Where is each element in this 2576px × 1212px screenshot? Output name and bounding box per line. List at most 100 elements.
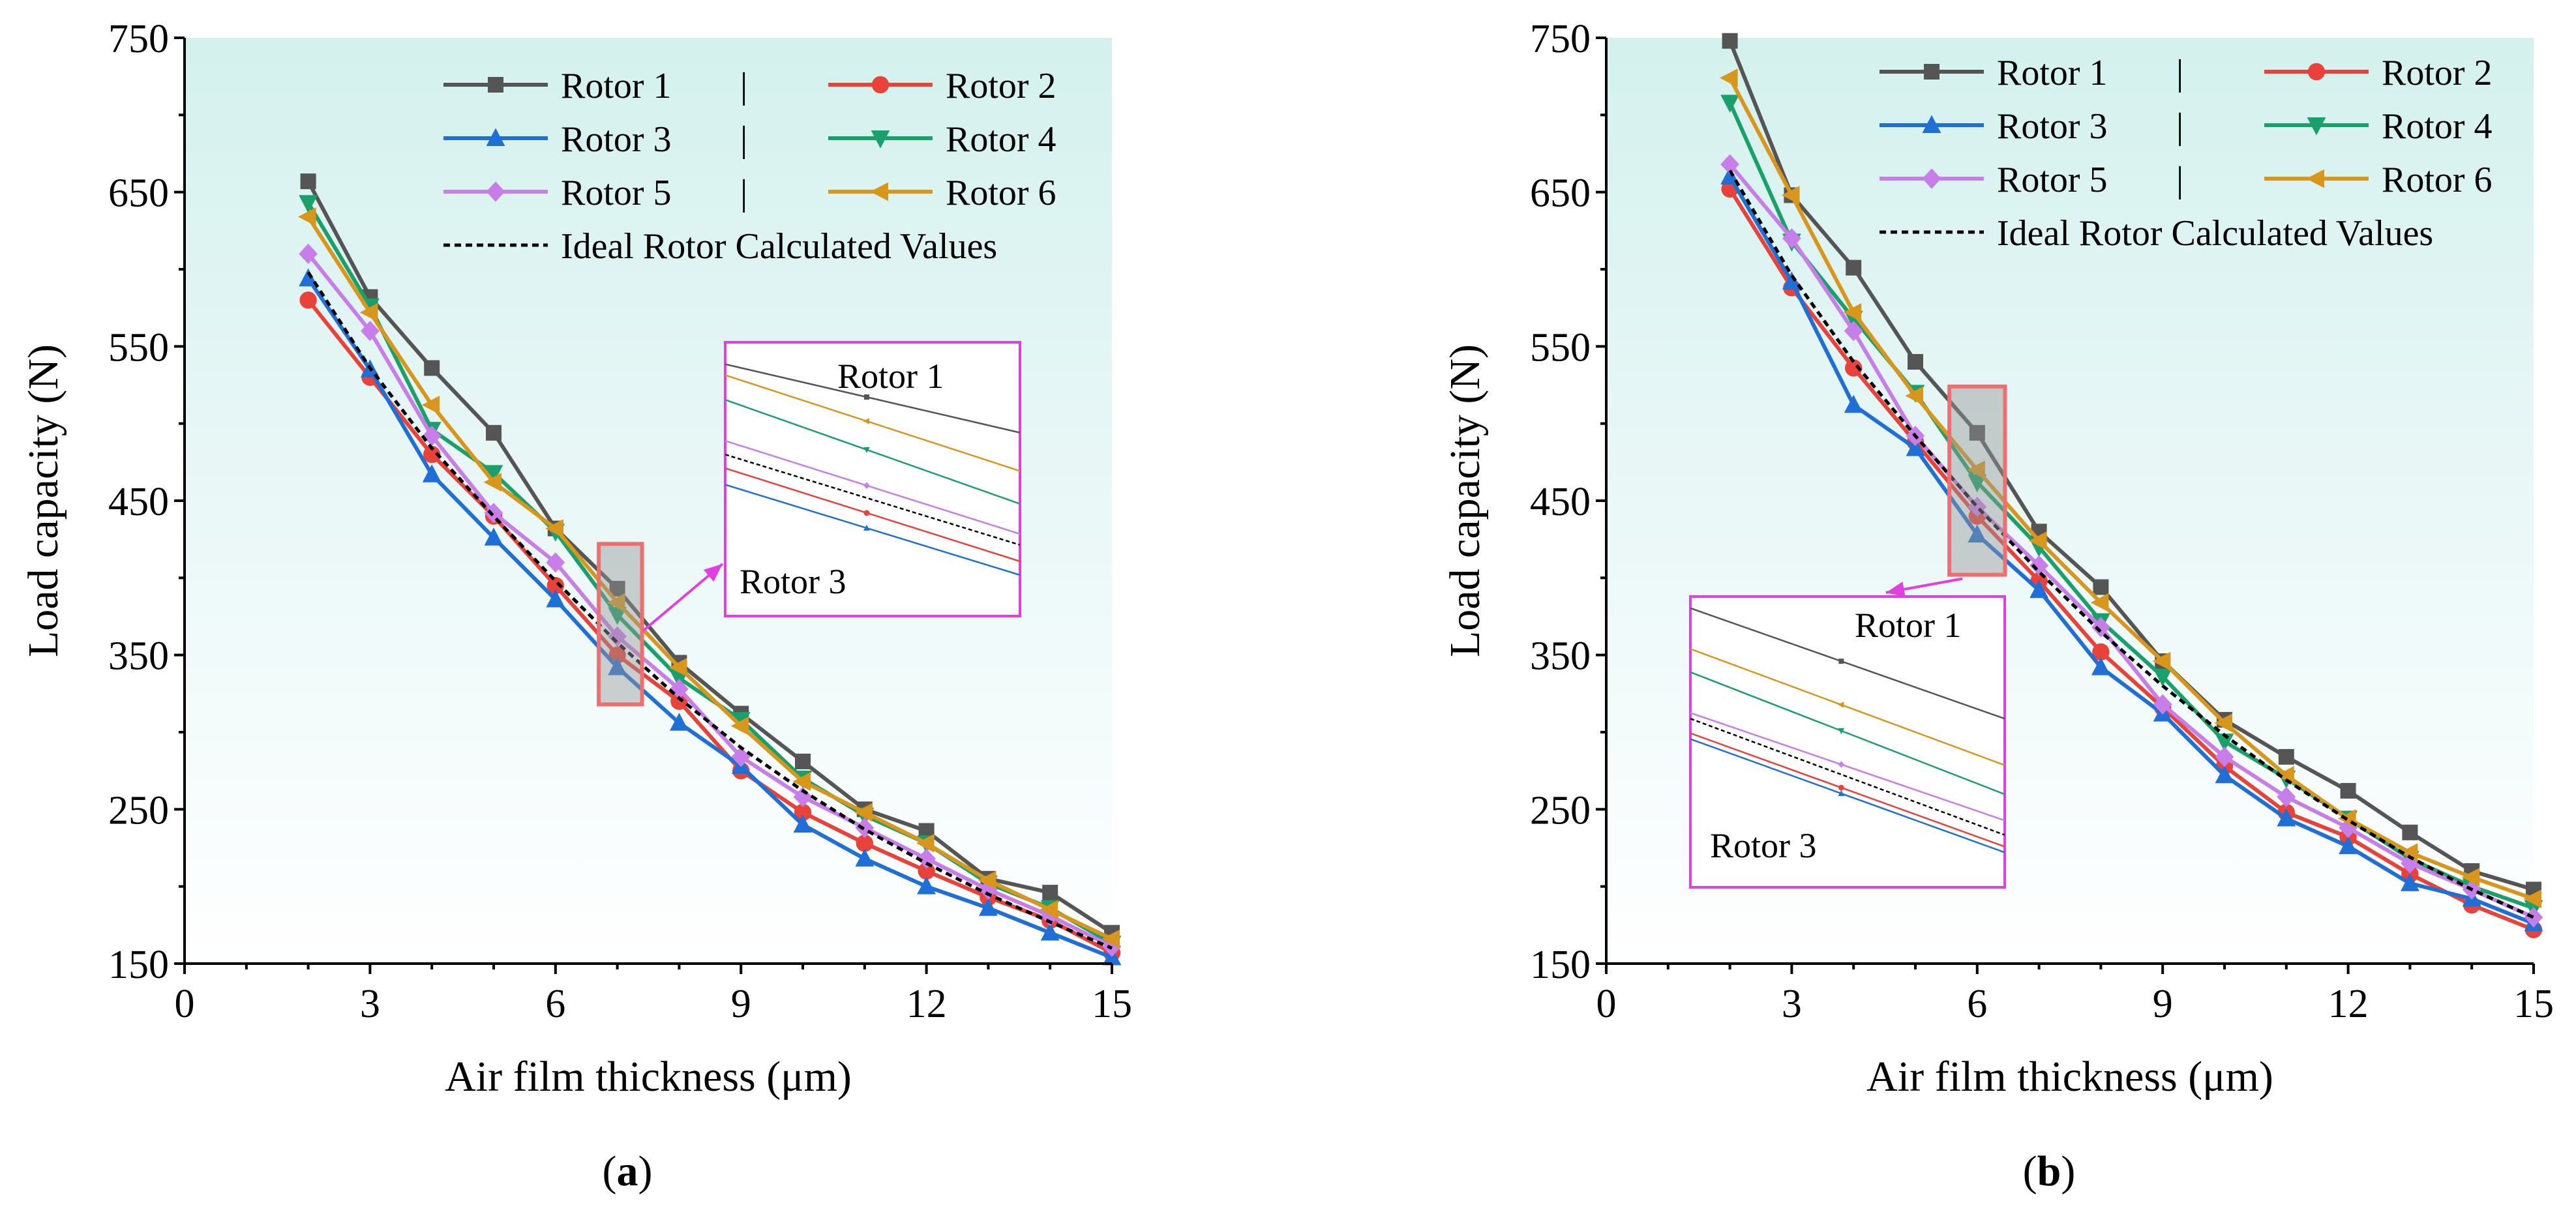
inset-point <box>863 510 870 516</box>
legend-label: Rotor 4 <box>2382 106 2493 147</box>
series-ideal-rotor-calculated-values <box>307 271 1113 950</box>
data-point <box>1905 386 1923 406</box>
data-point <box>1845 359 1863 377</box>
inset-point <box>1838 658 1844 664</box>
inset-line <box>725 454 1021 546</box>
x-tick-label: 3 <box>360 982 380 1026</box>
data-point <box>793 814 813 833</box>
legend-marker <box>488 77 503 93</box>
data-point <box>608 646 626 664</box>
data-point <box>300 173 316 190</box>
y-tick-label: 450 <box>1530 480 1591 524</box>
legend-marker <box>871 130 890 149</box>
legend-label: Rotor 2 <box>946 66 1056 106</box>
series-rotor-6 <box>298 207 1120 949</box>
x-tick-label: 12 <box>2328 982 2369 1026</box>
y-tick-label: 350 <box>1530 634 1591 679</box>
legend-item: Rotor 1 | <box>1880 53 2183 93</box>
legend-marker <box>2307 117 2326 136</box>
data-point <box>979 898 998 916</box>
data-point <box>1040 906 1060 926</box>
y-tick-label: 450 <box>108 480 169 524</box>
legend-label: Rotor 6 <box>946 173 1056 213</box>
x-tick-label: 15 <box>2513 982 2554 1026</box>
data-point <box>483 473 502 492</box>
data-point <box>1967 460 1985 480</box>
legend-label: Rotor 6 <box>2382 160 2493 200</box>
data-point <box>1040 923 1060 941</box>
x-axis-title: Air film thickness (μm) <box>445 1053 852 1101</box>
data-point <box>979 879 998 900</box>
legend-item: Ideal Rotor Calculated Values <box>1880 213 2433 254</box>
data-point <box>1781 186 1800 205</box>
data-point <box>670 713 689 731</box>
legend-marker <box>871 76 890 94</box>
data-point <box>2524 907 2543 928</box>
legend-label: Rotor 3 <box>561 119 672 160</box>
data-point <box>670 692 688 710</box>
inset-point <box>1838 784 1844 791</box>
data-point <box>2091 617 2110 638</box>
inset-point <box>1838 702 1844 708</box>
data-point <box>2401 873 2419 891</box>
legend-label: Rotor 5 <box>561 173 672 213</box>
data-point <box>299 195 318 213</box>
data-point <box>2215 733 2234 752</box>
legend-label: Rotor 3 <box>1997 106 2108 147</box>
data-point <box>2278 748 2294 765</box>
series-line <box>307 252 1113 949</box>
data-point <box>1042 885 1058 901</box>
legend-item: Rotor 3 | <box>1880 106 2183 147</box>
data-point <box>298 207 316 226</box>
y-axis-title: Load capacity (N) <box>20 344 67 657</box>
panel-label-open: ( <box>603 1147 617 1195</box>
series-line <box>1728 77 2534 901</box>
legend-item: Rotor 4 <box>828 119 1056 160</box>
series-rotor-6 <box>1720 68 2541 908</box>
y-tick-label: 550 <box>108 325 169 370</box>
data-point <box>359 303 378 322</box>
y-tick-label: 250 <box>108 788 169 833</box>
panel-b: 0 3 6 9 12 15 150 250 350 450 550 650 750 Air film th… <box>1441 17 2554 1195</box>
legend-marker <box>1922 168 1941 189</box>
inset-frame <box>1689 595 2006 889</box>
data-point <box>2153 668 2172 687</box>
x-tick-label: 6 <box>545 982 565 1026</box>
inset-frame <box>724 341 1021 617</box>
data-point <box>2152 651 2171 671</box>
data-point <box>792 772 811 791</box>
data-point <box>1843 303 1862 322</box>
data-point <box>608 657 627 675</box>
data-point <box>484 503 503 524</box>
legend-marker <box>1922 115 1941 133</box>
data-point <box>978 870 996 890</box>
data-point <box>1906 437 1925 456</box>
data-point <box>421 395 440 415</box>
data-point <box>546 589 565 608</box>
legend-marker <box>486 181 505 202</box>
legend-label: Rotor 4 <box>946 119 1056 160</box>
inset-point <box>1838 790 1845 797</box>
inset-point <box>1838 728 1845 735</box>
panel-label-letter: a <box>617 1147 638 1195</box>
legend-item: Rotor 5 | <box>443 173 747 213</box>
data-point <box>917 876 936 894</box>
series-line <box>307 299 1113 955</box>
y-tick-label: 550 <box>1530 325 1591 370</box>
data-point <box>361 321 380 342</box>
data-point <box>856 835 874 852</box>
panel-label: (a) <box>603 1147 653 1195</box>
data-point <box>1782 271 1801 289</box>
data-point <box>2461 868 2480 887</box>
data-point <box>422 464 442 482</box>
legend-separator: | <box>2176 160 2183 200</box>
data-point <box>2029 555 2048 576</box>
data-point <box>1720 154 1739 175</box>
data-point <box>730 717 749 735</box>
data-point <box>795 753 811 769</box>
legend-separator: | <box>740 119 747 160</box>
data-point <box>423 445 441 464</box>
x-tick-label: 15 <box>1092 982 1132 1026</box>
data-point <box>547 576 564 595</box>
y-tick-label: 150 <box>108 943 169 987</box>
